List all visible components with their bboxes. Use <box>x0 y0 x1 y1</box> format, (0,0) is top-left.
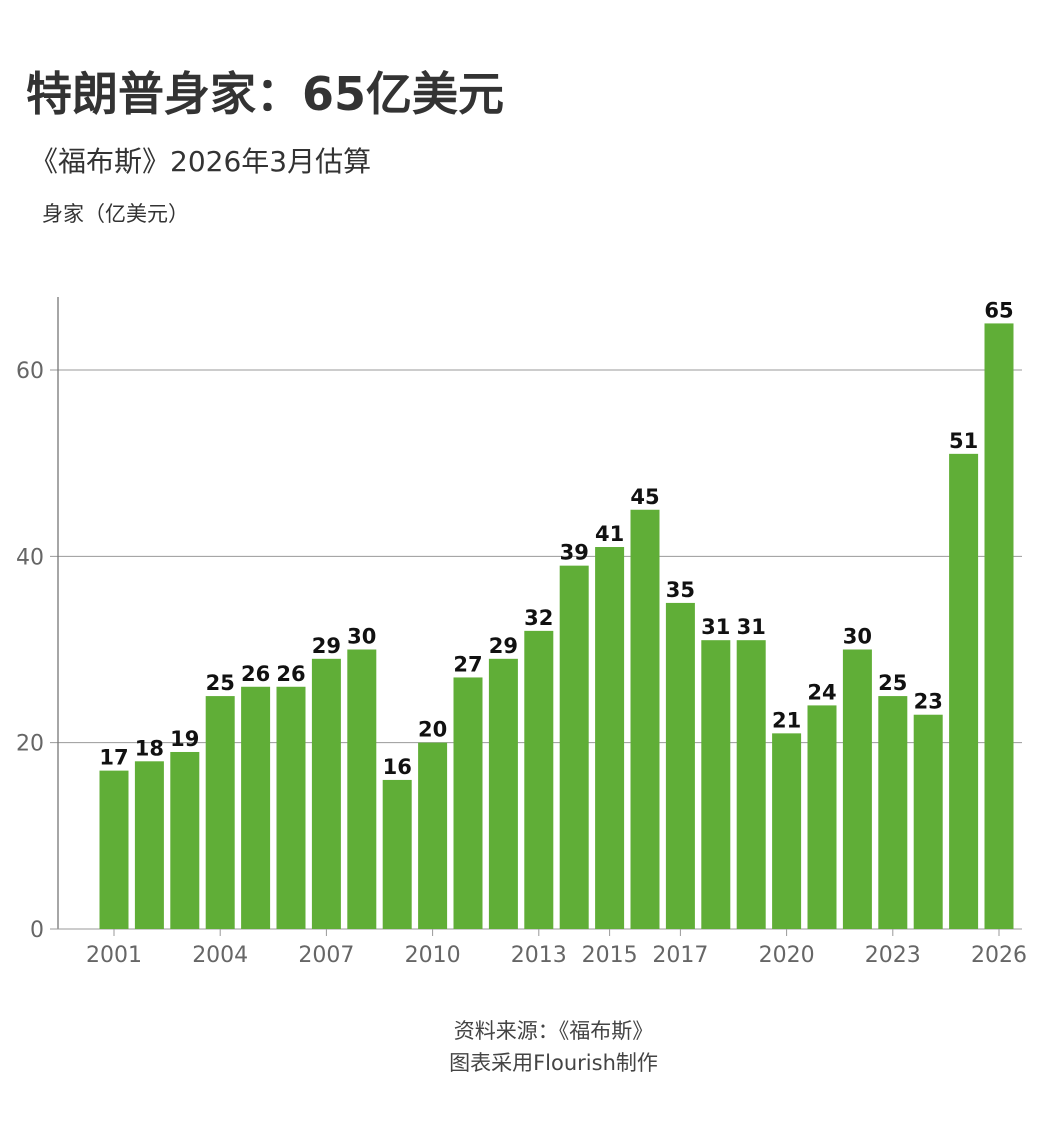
y-tick-label: 20 <box>16 732 44 757</box>
data-label: 29 <box>489 634 518 658</box>
data-label: 16 <box>383 755 412 779</box>
data-label: 65 <box>984 298 1013 322</box>
chart-subtitle: 《福布斯》2026年3月估算 <box>30 145 372 178</box>
data-label: 51 <box>949 429 978 453</box>
bar-2013 <box>524 630 554 929</box>
data-label: 18 <box>135 736 164 760</box>
bar-2019 <box>736 640 766 929</box>
bar-2010 <box>418 742 448 929</box>
data-label: 32 <box>524 606 553 630</box>
bar-2006 <box>276 686 306 929</box>
x-tick-label: 2007 <box>298 943 354 968</box>
y-axis-label: 身家（亿美元） <box>42 202 189 226</box>
bar-2024 <box>913 714 943 929</box>
chart-title: 特朗普身家：65亿美元 <box>26 67 505 121</box>
data-label: 31 <box>737 615 766 639</box>
data-label: 30 <box>843 625 872 649</box>
data-label: 25 <box>206 671 235 695</box>
bar-2022 <box>842 649 872 929</box>
data-label: 26 <box>241 662 270 686</box>
credit-note: 图表采用Flourish制作 <box>449 1051 658 1075</box>
data-label: 45 <box>630 485 659 509</box>
x-tick-label: 2023 <box>865 943 921 968</box>
data-label: 29 <box>312 634 341 658</box>
bar-2016 <box>630 509 660 929</box>
data-label: 35 <box>666 578 695 602</box>
data-label: 39 <box>560 541 589 565</box>
data-label: 31 <box>701 615 730 639</box>
x-tick-label: 2013 <box>511 943 567 968</box>
bar-2020 <box>772 733 802 929</box>
bar-2004 <box>205 696 235 929</box>
bar-2003 <box>170 751 200 929</box>
x-tick-label: 2010 <box>405 943 461 968</box>
x-tick-label: 2020 <box>759 943 815 968</box>
bar-2007 <box>311 658 341 929</box>
y-tick-label: 60 <box>16 359 44 384</box>
x-tick-label: 2001 <box>86 943 142 968</box>
data-label: 27 <box>453 652 482 676</box>
data-label: 23 <box>914 690 943 714</box>
bar-2023 <box>878 696 908 929</box>
bar-2014 <box>559 565 589 929</box>
bar-2026 <box>984 323 1014 930</box>
x-tick-label: 2026 <box>971 943 1027 968</box>
bar-2021 <box>807 705 837 929</box>
bar-2009 <box>382 779 412 929</box>
x-tick-label: 2004 <box>192 943 248 968</box>
data-label: 19 <box>170 727 199 751</box>
bar-2005 <box>241 686 271 929</box>
bar-2025 <box>949 453 979 929</box>
bar-2018 <box>701 640 731 929</box>
y-tick-label: 40 <box>16 545 44 570</box>
data-label: 25 <box>878 671 907 695</box>
x-tick-label: 2017 <box>652 943 708 968</box>
y-tick-label: 0 <box>30 918 44 943</box>
x-tick-label: 2015 <box>582 943 638 968</box>
bar-2011 <box>453 677 483 929</box>
data-label: 24 <box>807 680 836 704</box>
bar-2012 <box>488 658 518 929</box>
footer: 资料来源：《福布斯》 图表采用Flourish制作 <box>0 1015 1042 1079</box>
bar-2002 <box>134 761 164 929</box>
source-note: 资料来源：《福布斯》 <box>453 1019 654 1043</box>
data-label: 30 <box>347 625 376 649</box>
data-label: 20 <box>418 718 447 742</box>
bar-2015 <box>595 547 625 929</box>
bar-2008 <box>347 649 377 929</box>
data-label: 41 <box>595 522 624 546</box>
data-label: 26 <box>276 662 305 686</box>
bar-2017 <box>665 602 695 929</box>
bar-2001 <box>99 770 129 929</box>
data-label: 21 <box>772 708 801 732</box>
data-label: 17 <box>99 746 128 770</box>
